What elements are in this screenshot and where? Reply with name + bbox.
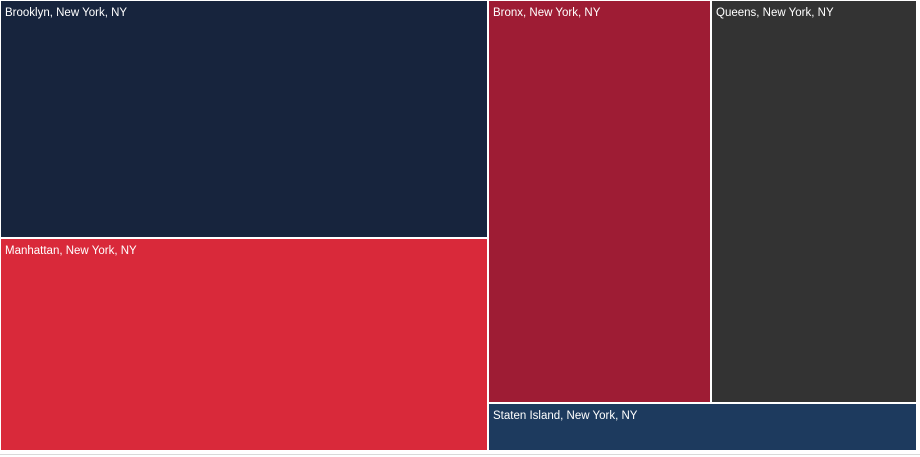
treemap-tile-label: Queens, New York, NY xyxy=(716,7,834,19)
treemap-tile-label: Manhattan, New York, NY xyxy=(5,245,137,257)
treemap-tile-label: Bronx, New York, NY xyxy=(493,7,601,19)
treemap-tile-bronx[interactable]: Bronx, New York, NY xyxy=(489,1,710,402)
treemap-tile-brooklyn[interactable]: Brooklyn, New York, NY xyxy=(1,1,487,237)
treemap-tile-manhattan[interactable]: Manhattan, New York, NY xyxy=(1,239,487,450)
visual-bottom-border xyxy=(0,454,920,455)
treemap-tile-label: Staten Island, New York, NY xyxy=(493,410,638,422)
treemap-tile-label: Brooklyn, New York, NY xyxy=(5,7,128,19)
treemap-tile-queens[interactable]: Queens, New York, NY xyxy=(712,1,916,402)
treemap-tile-staten-island[interactable]: Staten Island, New York, NY xyxy=(489,404,916,450)
